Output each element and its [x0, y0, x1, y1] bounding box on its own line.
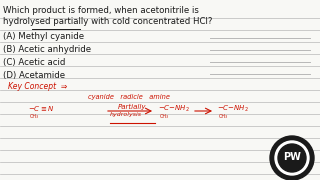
- Text: CH₃: CH₃: [219, 114, 228, 119]
- Text: (A) Methyl cyanide: (A) Methyl cyanide: [3, 32, 84, 41]
- Text: (D) Acetamide: (D) Acetamide: [3, 71, 65, 80]
- Text: (C) Acetic acid: (C) Acetic acid: [3, 58, 65, 67]
- Text: Partially: Partially: [118, 104, 147, 110]
- Circle shape: [278, 144, 306, 172]
- Text: Key Concept  ⇒: Key Concept ⇒: [8, 82, 67, 91]
- Text: PW: PW: [283, 152, 301, 162]
- Text: (B) Acetic anhydride: (B) Acetic anhydride: [3, 45, 91, 54]
- Circle shape: [275, 141, 309, 175]
- Circle shape: [270, 136, 314, 180]
- Text: $-$C$-$NH$_2$: $-$C$-$NH$_2$: [217, 104, 249, 114]
- Text: hydrolysis: hydrolysis: [110, 112, 142, 117]
- Text: CH₃: CH₃: [160, 114, 169, 119]
- Text: hydrolysed partially with cold concentrated HCl?: hydrolysed partially with cold concentra…: [3, 17, 212, 26]
- Text: $-$C$\equiv$N: $-$C$\equiv$N: [28, 104, 54, 113]
- Text: CH₃: CH₃: [30, 114, 39, 119]
- Text: cyanide   radicle   amine: cyanide radicle amine: [88, 94, 170, 100]
- Text: Which product is formed, when acetonitrile is: Which product is formed, when acetonitri…: [3, 6, 199, 15]
- Text: $-$C$-$NH$_2$: $-$C$-$NH$_2$: [158, 104, 190, 114]
